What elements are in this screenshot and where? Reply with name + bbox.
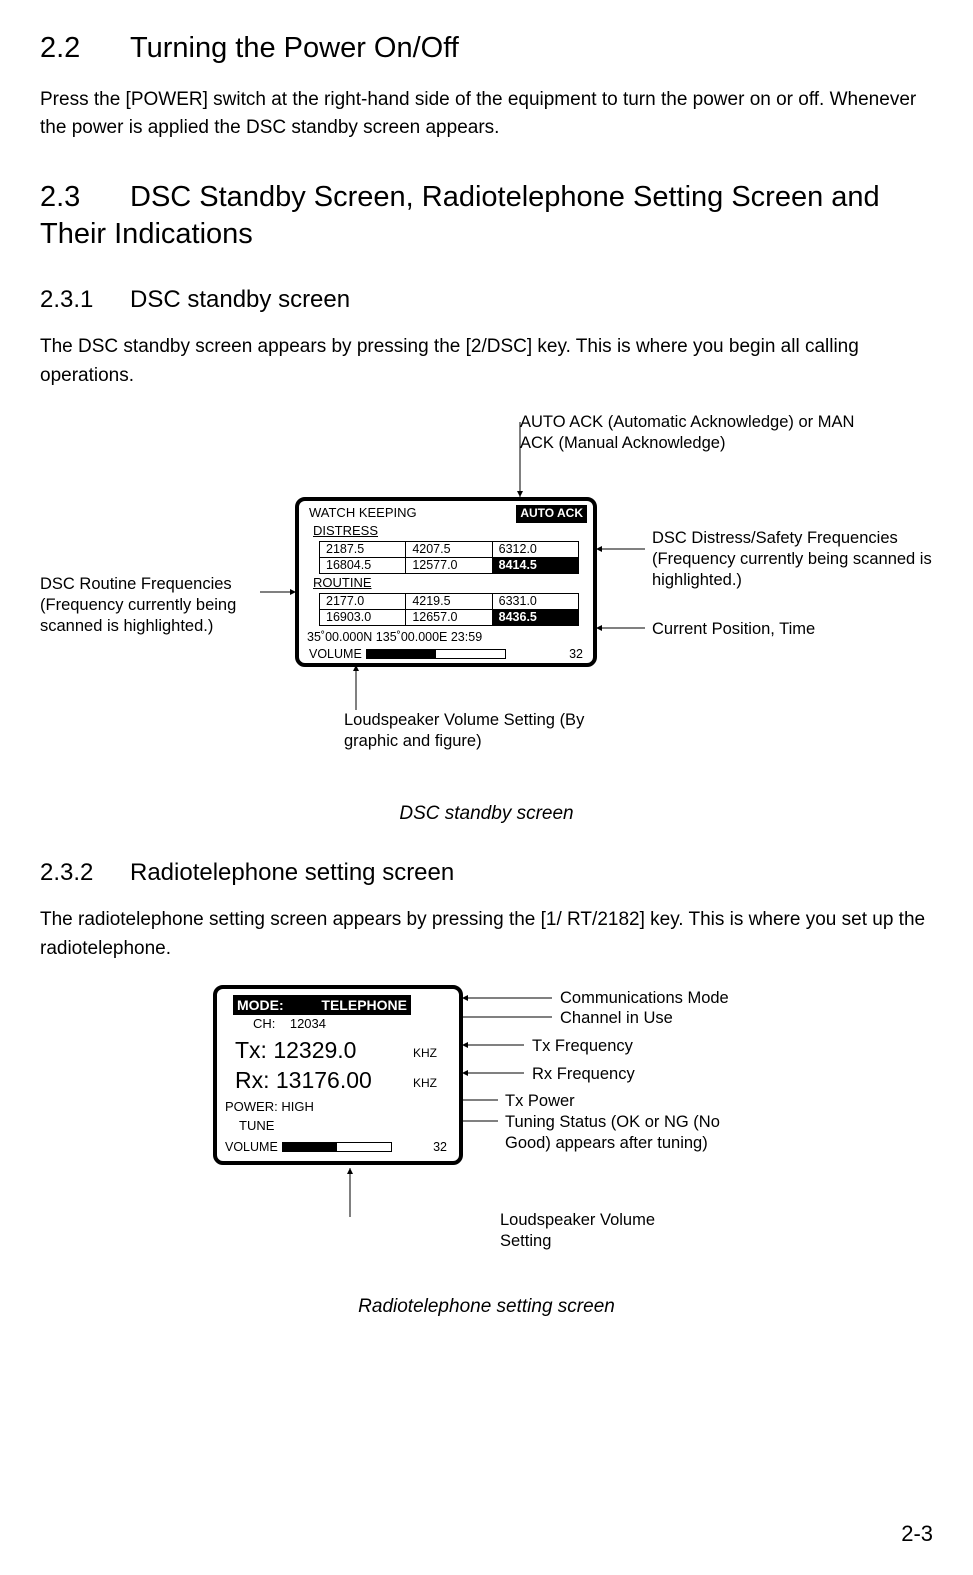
section-2-2-heading: 2.2Turning the Power On/Off	[40, 30, 933, 68]
section-2-3-2-heading: 2.3.2Radiotelephone setting screen	[40, 857, 933, 888]
section-2-3-2-body: The radiotelephone setting screen appear…	[40, 906, 933, 963]
section-2-3-num: 2.3	[40, 179, 130, 217]
section-2-3-1-title: DSC standby screen	[130, 286, 350, 313]
rx-freq: Rx: 13176.00	[235, 1067, 372, 1093]
rx-khz: KHZ	[413, 1076, 437, 1092]
rt-volume-label: VOLUME	[225, 1139, 278, 1155]
ann-routine-freq: DSC Routine Frequencies (Frequency curre…	[40, 574, 265, 636]
dsc-caption: DSC standby screen	[40, 802, 933, 827]
power-row: POWER: HIGH	[225, 1099, 451, 1116]
distress-cell: 6312.0	[492, 542, 578, 558]
dsc-screen: WATCH KEEPING AUTO ACK DISTRESS 2187.5 4…	[295, 497, 597, 667]
ann-comm-mode: Communications Mode	[560, 988, 729, 1009]
ann-volume: Loudspeaker Volume Setting (By graphic a…	[344, 710, 604, 751]
routine-cell-highlighted: 8436.5	[492, 609, 578, 625]
auto-ack-indicator: AUTO ACK	[516, 505, 587, 523]
ch-value: 12034	[290, 1016, 326, 1031]
section-2-3-1-heading: 2.3.1DSC standby screen	[40, 284, 933, 315]
routine-cell: 6331.0	[492, 593, 578, 609]
routine-cell: 4219.5	[406, 593, 492, 609]
mode-value: TELEPHONE	[321, 996, 407, 1014]
section-2-2-num: 2.2	[40, 30, 130, 68]
distress-cell: 2187.5	[320, 542, 406, 558]
distress-freq-table: 2187.5 4207.5 6312.0 16804.5 12577.0 841…	[319, 541, 579, 574]
volume-label: VOLUME	[309, 646, 362, 662]
rt-volume-bar	[282, 1142, 392, 1152]
ch-label: CH:	[253, 1016, 275, 1031]
rx-row: Rx: 13176.00 KHZ	[225, 1066, 451, 1096]
volume-value: 32	[569, 646, 587, 662]
distress-cell: 4207.5	[406, 542, 492, 558]
rt-volume-value: 32	[433, 1139, 451, 1155]
ann-tuning: Tuning Status (OK or NG (No Good) appear…	[505, 1112, 735, 1153]
routine-cell: 16903.0	[320, 609, 406, 625]
ann-tx: Tx Frequency	[532, 1036, 633, 1057]
ann-rx: Rx Frequency	[532, 1064, 635, 1085]
tx-freq: Tx: 12329.0	[235, 1037, 356, 1063]
mode-row: MODE: TELEPHONE	[233, 995, 411, 1015]
section-2-3-2-title: Radiotelephone setting screen	[130, 859, 454, 886]
rt-diagram: Communications Mode Channel in Use Tx Fr…	[40, 985, 933, 1295]
ann-distress-safety: DSC Distress/Safety Frequencies (Frequen…	[652, 528, 942, 590]
volume-bar	[366, 649, 506, 659]
rt-volume-bar-fill	[283, 1143, 337, 1151]
mode-label: MODE:	[237, 996, 284, 1014]
routine-label: ROUTINE	[313, 575, 587, 592]
rt-screen: MODE: TELEPHONE CH: 12034 Tx: 12329.0 KH…	[213, 985, 463, 1165]
rt-caption: Radiotelephone setting screen	[40, 1295, 933, 1320]
routine-cell: 2177.0	[320, 593, 406, 609]
distress-cell-highlighted: 8414.5	[492, 558, 578, 574]
ann-channel: Channel in Use	[560, 1008, 673, 1029]
section-2-3-2-num: 2.3.2	[40, 857, 130, 888]
volume-bar-fill	[367, 650, 436, 658]
ann-rt-volume: Loudspeaker Volume Setting	[500, 1210, 700, 1251]
distress-cell: 12577.0	[406, 558, 492, 574]
section-2-2-title: Turning the Power On/Off	[130, 32, 459, 64]
distress-cell: 16804.5	[320, 558, 406, 574]
volume-row: VOLUME 32	[309, 646, 587, 662]
dsc-diagram: AUTO ACK (Automatic Acknowledge) or MAN …	[40, 412, 933, 792]
tune-row: TUNE	[239, 1118, 451, 1135]
section-2-3-heading: 2.3DSC Standby Screen, Radiotelephone Se…	[40, 179, 933, 254]
section-2-2-body: Press the [POWER] switch at the right-ha…	[40, 86, 933, 143]
routine-freq-table: 2177.0 4219.5 6331.0 16903.0 12657.0 843…	[319, 593, 579, 626]
rt-volume-row: VOLUME 32	[225, 1139, 451, 1155]
section-2-3-1-num: 2.3.1	[40, 284, 130, 315]
page-number: 2-3	[901, 1520, 933, 1549]
position-time: 35˚00.000N 135˚00.000E 23:59	[307, 629, 587, 645]
section-2-3-1-body: The DSC standby screen appears by pressi…	[40, 333, 933, 390]
ann-tx-power: Tx Power	[505, 1091, 575, 1112]
distress-label: DISTRESS	[313, 523, 587, 540]
channel-row: CH: 12034	[253, 1016, 451, 1033]
routine-cell: 12657.0	[406, 609, 492, 625]
tx-khz: KHZ	[413, 1046, 437, 1062]
section-2-3-title: DSC Standby Screen, Radiotelephone Setti…	[40, 181, 880, 251]
ann-auto-ack: AUTO ACK (Automatic Acknowledge) or MAN …	[520, 412, 880, 453]
ann-position-time: Current Position, Time	[652, 619, 815, 640]
rt-arrows	[40, 985, 940, 1295]
tx-row: Tx: 12329.0 KHZ	[225, 1036, 451, 1066]
